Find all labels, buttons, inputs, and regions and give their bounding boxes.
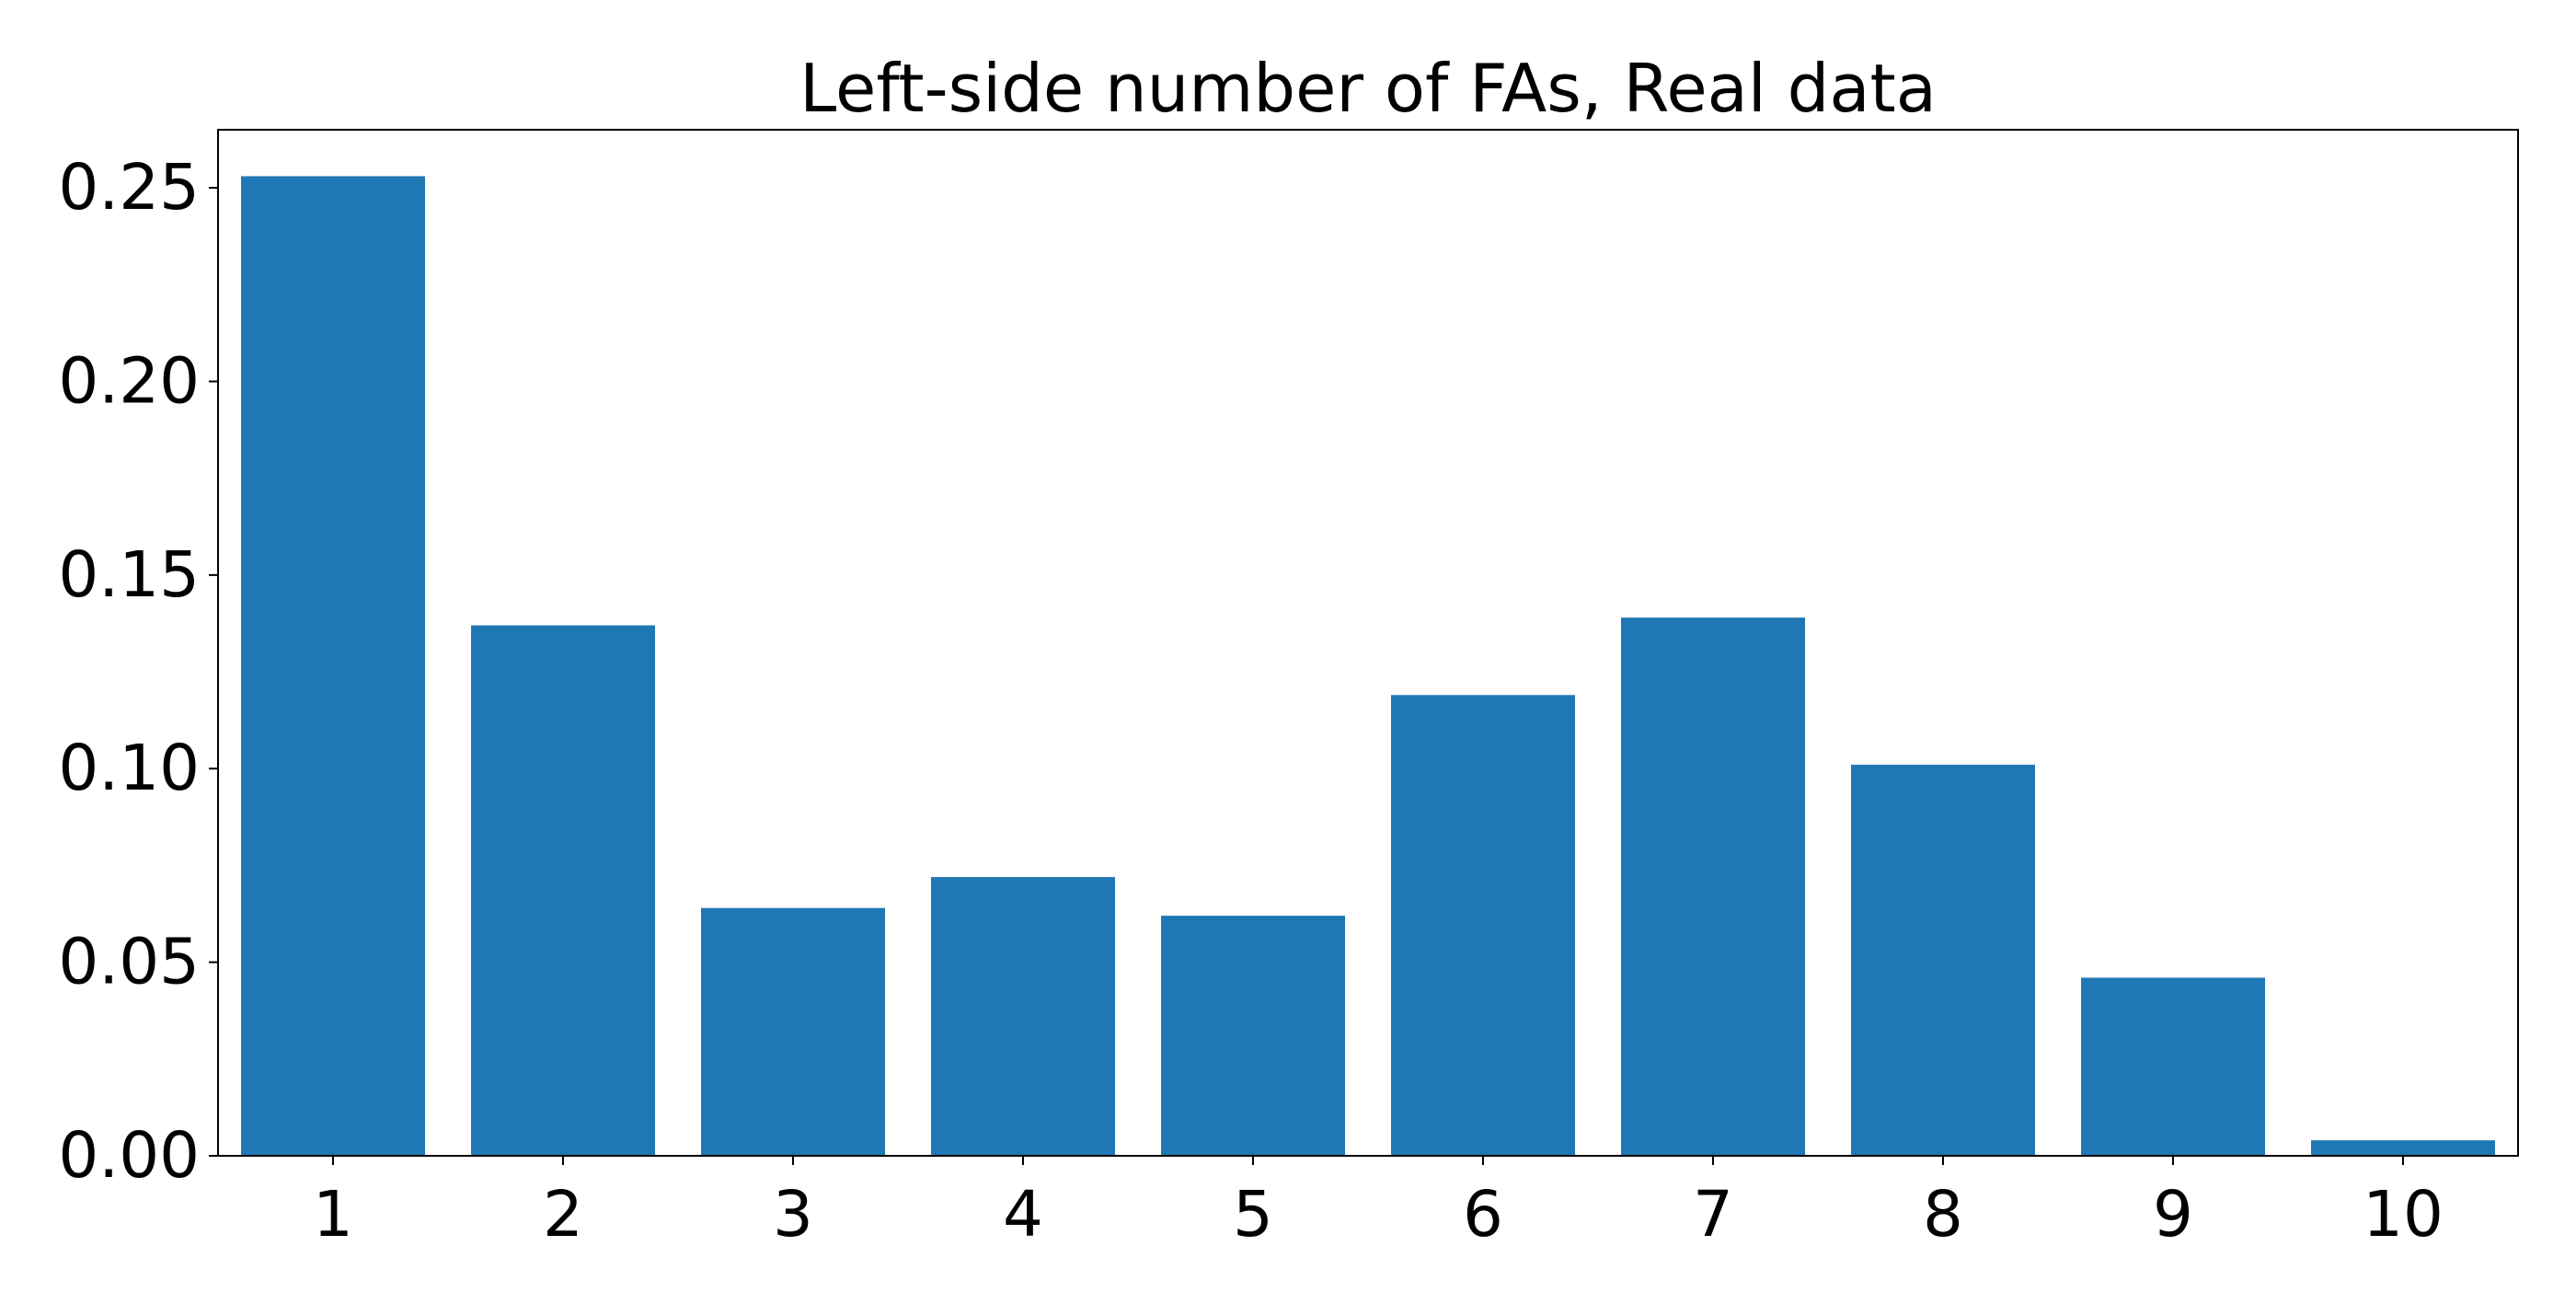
x-tick-label: 9 <box>2153 1178 2193 1252</box>
bar-7 <box>1621 617 1805 1156</box>
x-tick-label: 8 <box>1923 1178 1963 1252</box>
bar-8 <box>1851 765 2035 1156</box>
plot-frame <box>217 129 2519 1157</box>
y-axis: 0.00 0.05 0.10 0.15 0.20 0.25 <box>58 151 218 1193</box>
x-tick-label: 7 <box>1693 1178 1733 1252</box>
bar-3 <box>701 907 885 1156</box>
bar-2 <box>471 625 655 1156</box>
x-tick-label: 5 <box>1233 1178 1273 1252</box>
bar-6 <box>1391 695 1575 1156</box>
y-tick-label: 0.10 <box>58 732 200 805</box>
x-tick-label: 1 <box>313 1178 353 1252</box>
y-tick-label: 0.05 <box>58 926 200 999</box>
x-tick-label: 3 <box>773 1178 813 1252</box>
y-tick-label: 0.25 <box>58 151 200 225</box>
y-tick-label: 0.20 <box>58 344 200 418</box>
y-tick-label: 0.15 <box>58 538 200 612</box>
x-tick-label: 2 <box>543 1178 583 1252</box>
x-tick-label: 6 <box>1463 1178 1503 1252</box>
x-tick-label: 4 <box>1003 1178 1043 1252</box>
bar-5 <box>1161 916 1345 1156</box>
chart-title: Left-side number of FAs, Real data <box>799 50 1937 127</box>
bar-10 <box>2311 1140 2495 1156</box>
bar-1 <box>241 176 425 1156</box>
bars-layer <box>241 176 2495 1156</box>
x-axis: 1 2 3 4 5 6 7 8 9 10 <box>313 1156 2444 1252</box>
y-tick-label: 0.00 <box>58 1119 200 1193</box>
bar-4 <box>931 877 1115 1156</box>
x-tick-label: 10 <box>2363 1178 2444 1252</box>
bar-9 <box>2081 977 2265 1156</box>
